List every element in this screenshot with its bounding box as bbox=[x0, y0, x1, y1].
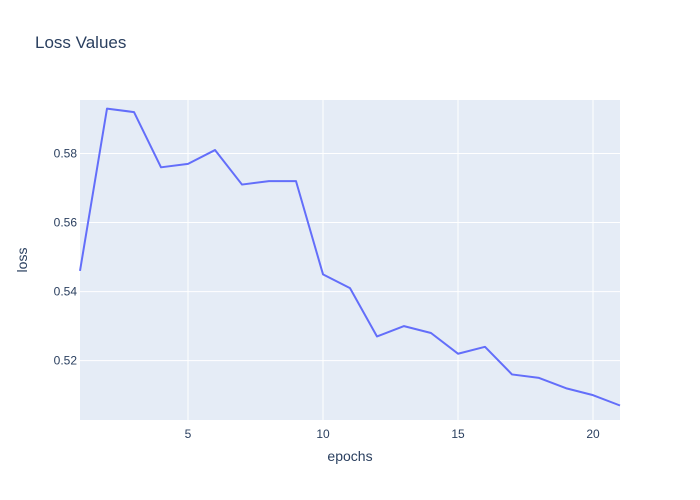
y-tick-label-1: 0.54 bbox=[54, 285, 78, 299]
x-axis-title: epochs bbox=[327, 448, 372, 464]
y-axis-ticks: 0.52 0.54 0.56 0.58 bbox=[54, 147, 78, 368]
chart-title: Loss Values bbox=[35, 33, 127, 52]
x-tick-label-0: 5 bbox=[185, 427, 192, 441]
loss-series-line bbox=[79, 107, 621, 407]
x-tick-label-1: 10 bbox=[316, 427, 330, 441]
series-layer bbox=[79, 107, 621, 407]
x-tick-label-2: 15 bbox=[451, 427, 465, 441]
x-axis-ticks: 5 10 15 20 bbox=[185, 427, 600, 441]
plot-area bbox=[80, 100, 620, 420]
y-tick-label-0: 0.52 bbox=[54, 354, 78, 368]
y-axis-title: loss bbox=[14, 248, 30, 273]
grid-layer bbox=[80, 100, 620, 420]
x-tick-label-3: 20 bbox=[586, 427, 600, 441]
y-tick-label-3: 0.58 bbox=[54, 147, 78, 161]
y-tick-label-2: 0.56 bbox=[54, 216, 78, 230]
